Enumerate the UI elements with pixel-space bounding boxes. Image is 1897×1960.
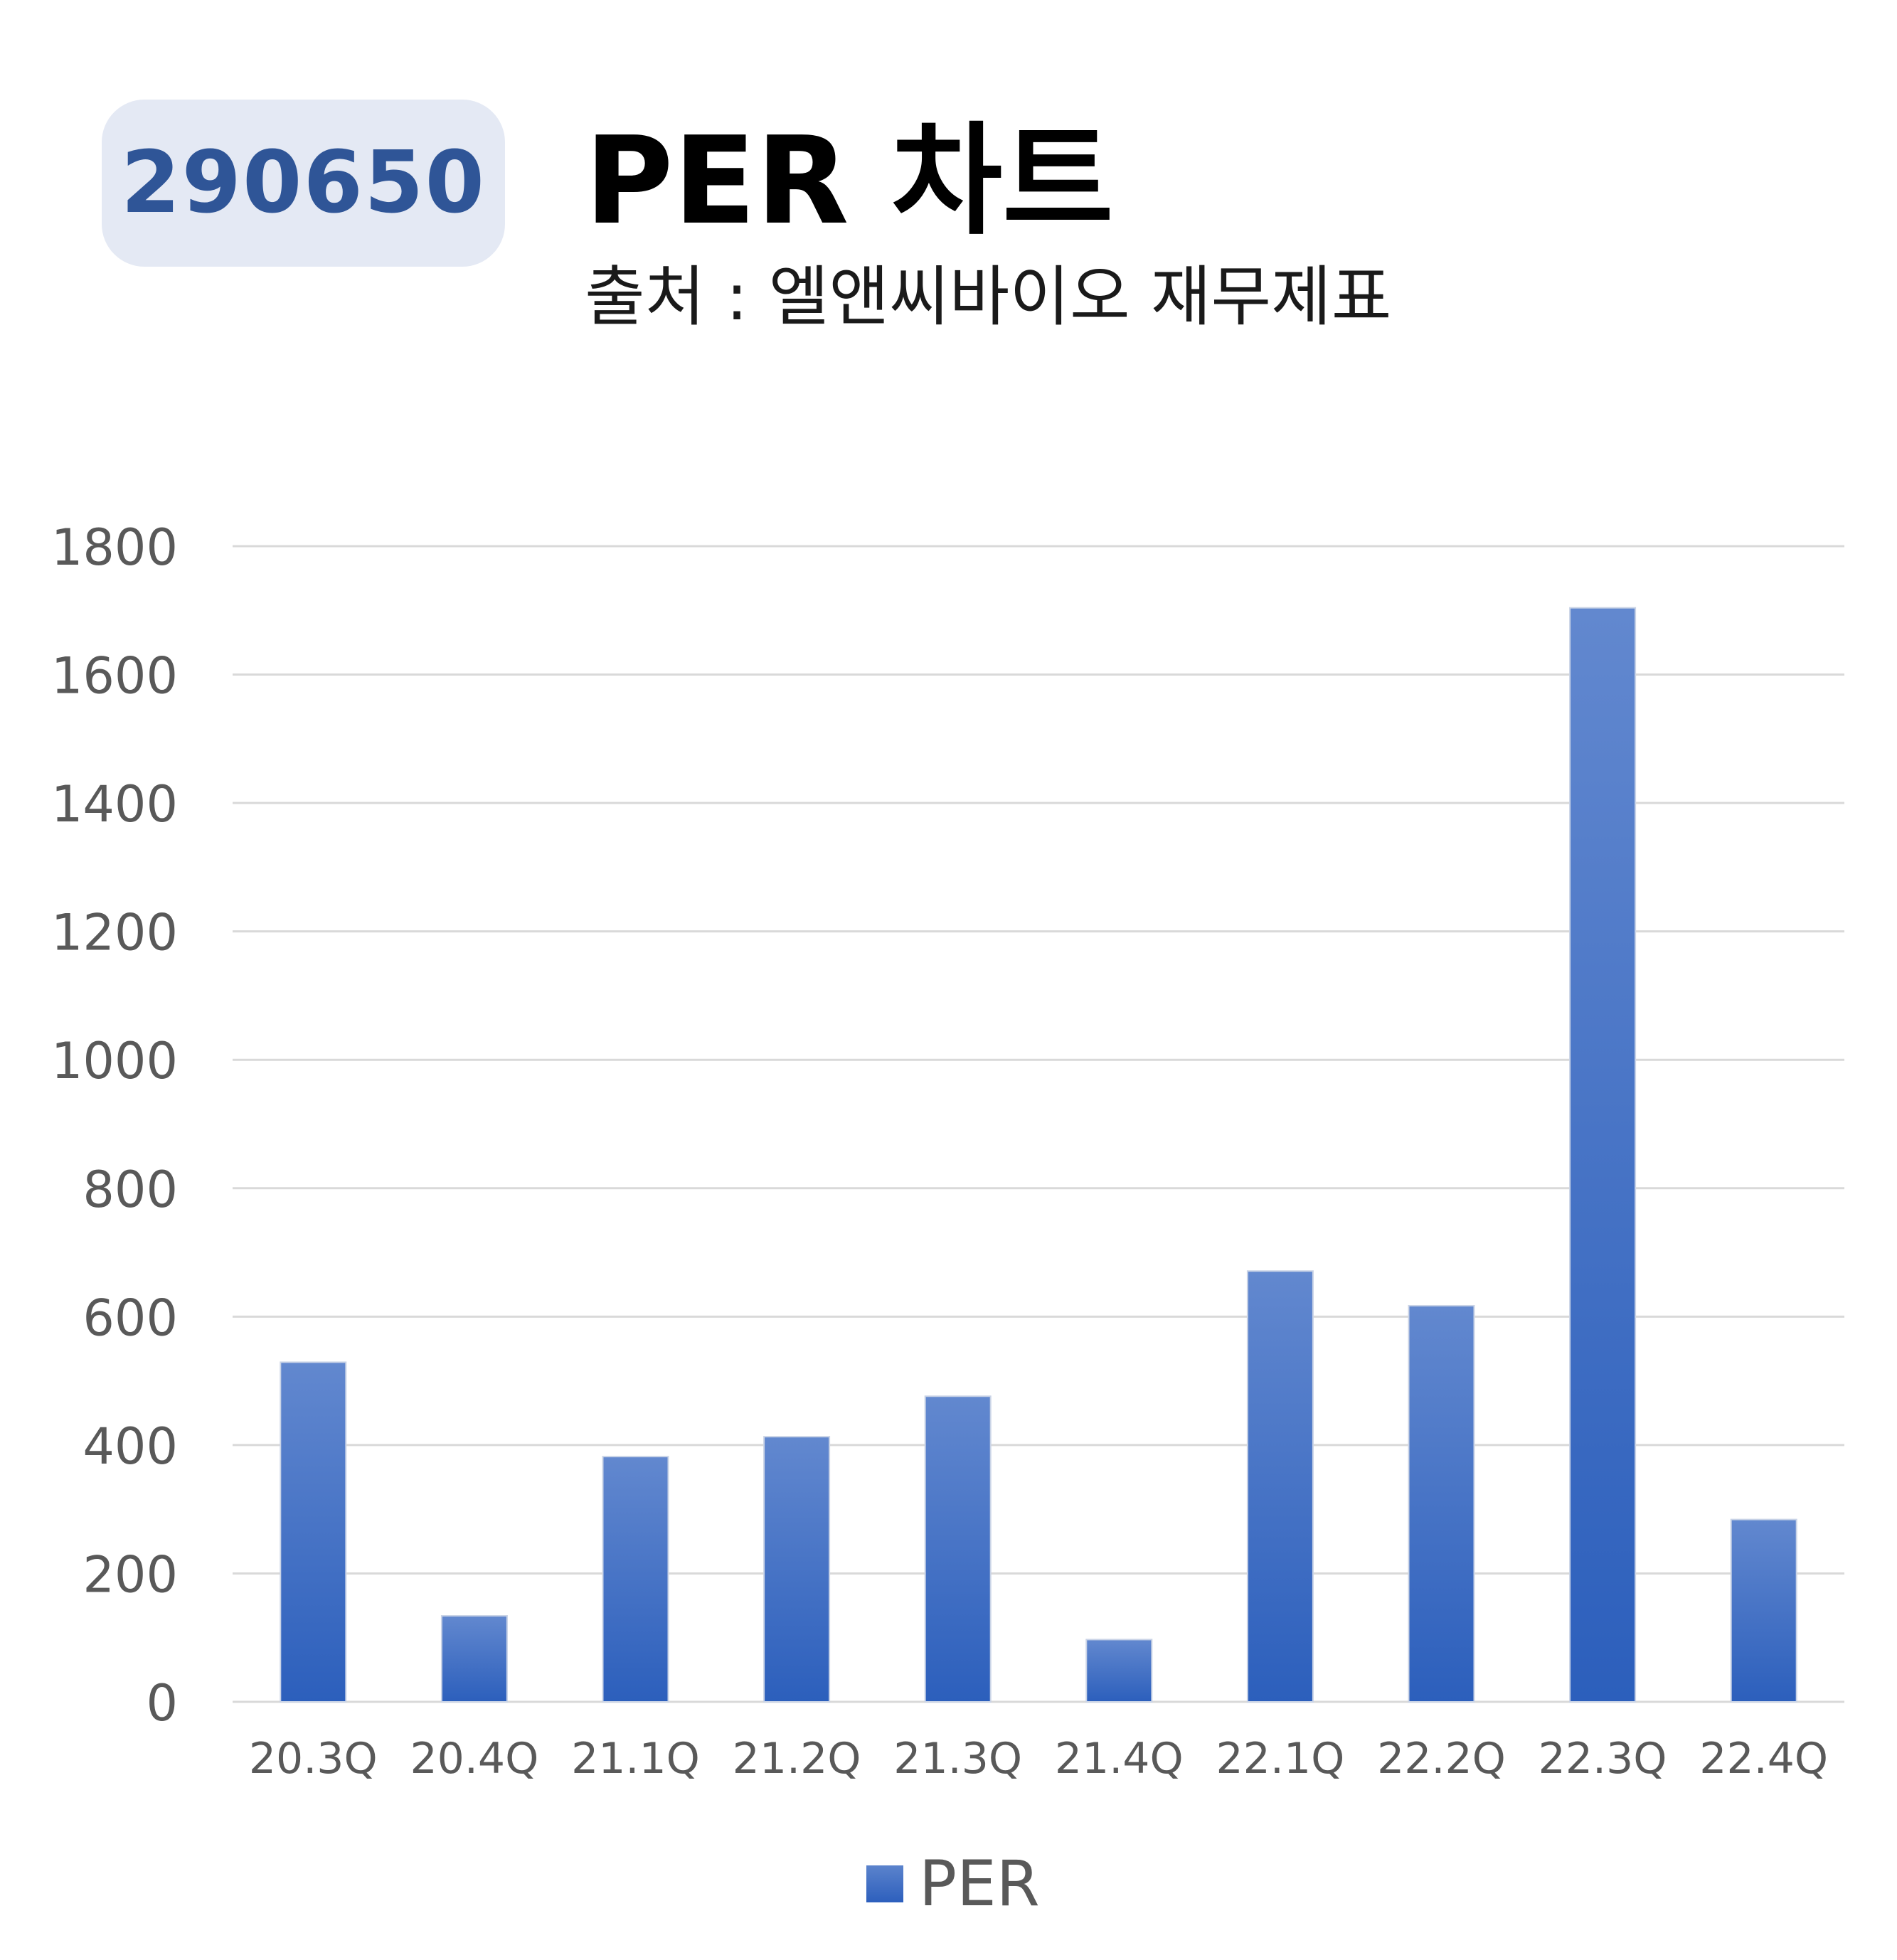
bar-21.4Q [1085, 1639, 1153, 1703]
bars [280, 607, 1797, 1703]
bar-22.4Q [1730, 1518, 1797, 1703]
y-tick-label: 1200 [51, 904, 178, 962]
x-tick-label: 22.1Q [1216, 1734, 1344, 1784]
bar-20.4Q [440, 1615, 508, 1703]
stock-code-text: 290650 [121, 134, 486, 233]
y-axis-ticks: 0 200 400 600 800 1000 1200 1400 1600 1800 [51, 518, 178, 1732]
bar-20.3Q [280, 1361, 347, 1703]
y-tick-label: 200 [83, 1545, 178, 1604]
x-tick-label: 22.2Q [1377, 1734, 1506, 1784]
y-tick-label: 800 [83, 1161, 178, 1219]
y-tick-label: 1400 [51, 775, 178, 833]
x-tick-label: 20.4Q [410, 1734, 538, 1784]
chart-title: PER 차트 [585, 111, 1114, 252]
x-tick-label: 21.4Q [1055, 1734, 1184, 1784]
stock-code-badge: 290650 [102, 100, 505, 267]
chart-subtitle: 출처 : 엘앤씨바이오 재무제표 [585, 259, 1392, 335]
bar-22.1Q [1246, 1270, 1314, 1703]
bar-21.3Q [924, 1395, 992, 1703]
y-tick-label: 600 [83, 1289, 178, 1347]
x-axis-ticks: 20.3Q 20.4Q 21.1Q 21.2Q 21.3Q 21.4Q 22.1Q 22.2Q… [249, 1734, 1828, 1784]
bar-22.2Q [1408, 1304, 1475, 1703]
y-tick-label: 1600 [51, 647, 178, 705]
bar-21.2Q [763, 1436, 831, 1703]
x-tick-label: 20.3Q [249, 1734, 378, 1784]
y-tick-label: 1800 [51, 518, 178, 577]
legend: PER [866, 1853, 1040, 1915]
y-tick-label: 0 [146, 1674, 178, 1732]
x-tick-label: 21.3Q [893, 1734, 1022, 1784]
x-tick-label: 22.4Q [1699, 1734, 1828, 1784]
x-tick-label: 22.3Q [1539, 1734, 1667, 1784]
x-tick-label: 21.2Q [733, 1734, 861, 1784]
y-tick-label: 400 [83, 1417, 178, 1476]
legend-swatch [866, 1865, 903, 1902]
legend-label: PER [919, 1847, 1040, 1920]
y-tick-label: 1000 [51, 1032, 178, 1090]
bar-21.1Q [602, 1456, 669, 1703]
x-tick-label: 21.1Q [571, 1734, 700, 1784]
bar-22.3Q [1569, 607, 1637, 1703]
